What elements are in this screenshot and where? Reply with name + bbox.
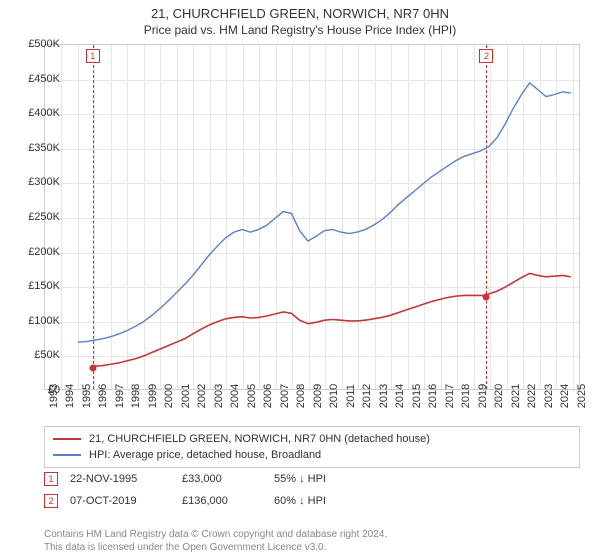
xtick-label: 2007 xyxy=(279,384,291,408)
event-date-2: 07-OCT-2019 xyxy=(70,495,170,507)
plot-area: 12 xyxy=(44,44,580,390)
xtick-label: 2025 xyxy=(576,384,588,408)
event-price-1: £33,000 xyxy=(182,473,262,485)
ytick-label: £300K xyxy=(10,176,60,188)
xtick-label: 2014 xyxy=(394,384,406,408)
ytick-label: £400K xyxy=(10,107,60,119)
event-diff-1: 55% ↓ HPI xyxy=(274,473,326,485)
xtick-label: 2021 xyxy=(510,384,522,408)
xtick-label: 2018 xyxy=(460,384,472,408)
xtick-label: 2004 xyxy=(229,384,241,408)
xtick-label: 1997 xyxy=(114,384,126,408)
xtick-label: 2010 xyxy=(328,384,340,408)
event-date-1: 22-NOV-1995 xyxy=(70,473,170,485)
xtick-label: 2015 xyxy=(411,384,423,408)
xtick-label: 2000 xyxy=(163,384,175,408)
legend-row-hpi: HPI: Average price, detached house, Broa… xyxy=(53,447,571,463)
xtick-label: 2022 xyxy=(526,384,538,408)
xtick-label: 2005 xyxy=(246,384,258,408)
legend-label-hpi: HPI: Average price, detached house, Broa… xyxy=(89,449,321,461)
chart-legend: 21, CHURCHFIELD GREEN, NORWICH, NR7 0HN … xyxy=(44,426,580,468)
xtick-label: 1994 xyxy=(64,384,76,408)
ytick-label: £350K xyxy=(10,142,60,154)
footer-line1: Contains HM Land Registry data © Crown c… xyxy=(44,528,580,541)
xtick-label: 2019 xyxy=(477,384,489,408)
series-property xyxy=(93,273,571,366)
xtick-label: 2003 xyxy=(213,384,225,408)
xtick-label: 1993 xyxy=(48,384,60,408)
title-subtitle: Price paid vs. HM Land Registry's House … xyxy=(0,23,600,37)
xtick-label: 2001 xyxy=(180,384,192,408)
event-price-2: £136,000 xyxy=(182,495,262,507)
xtick-label: 2024 xyxy=(559,384,571,408)
event-marker-1: 1 xyxy=(44,472,58,486)
legend-swatch-property xyxy=(53,438,81,440)
ytick-label: £450K xyxy=(10,73,60,85)
legend-swatch-hpi xyxy=(53,454,81,456)
footer-attribution: Contains HM Land Registry data © Crown c… xyxy=(44,528,580,554)
event-row-1: 1 22-NOV-1995 £33,000 55% ↓ HPI xyxy=(44,472,580,486)
xtick-label: 2002 xyxy=(196,384,208,408)
xtick-label: 2008 xyxy=(295,384,307,408)
footer-line2: This data is licensed under the Open Gov… xyxy=(44,541,580,554)
xtick-label: 1998 xyxy=(130,384,142,408)
xtick-label: 1995 xyxy=(81,384,93,408)
xtick-label: 2020 xyxy=(493,384,505,408)
chart-lines-svg xyxy=(45,45,579,389)
event-marker-2: 2 xyxy=(44,494,58,508)
ytick-label: £150K xyxy=(10,280,60,292)
legend-label-property: 21, CHURCHFIELD GREEN, NORWICH, NR7 0HN … xyxy=(89,433,430,445)
ytick-label: £50K xyxy=(10,349,60,361)
ytick-label: £200K xyxy=(10,246,60,258)
ytick-label: £250K xyxy=(10,211,60,223)
xtick-label: 1996 xyxy=(97,384,109,408)
ytick-label: £500K xyxy=(10,38,60,50)
chart-titles: 21, CHURCHFIELD GREEN, NORWICH, NR7 0HN … xyxy=(0,0,600,37)
series-hpi xyxy=(78,83,571,342)
legend-row-property: 21, CHURCHFIELD GREEN, NORWICH, NR7 0HN … xyxy=(53,431,571,447)
title-address: 21, CHURCHFIELD GREEN, NORWICH, NR7 0HN xyxy=(0,6,600,21)
ytick-label: £100K xyxy=(10,315,60,327)
chart-container: 21, CHURCHFIELD GREEN, NORWICH, NR7 0HN … xyxy=(0,0,600,560)
xtick-label: 2016 xyxy=(427,384,439,408)
xtick-label: 2023 xyxy=(543,384,555,408)
event-diff-2: 60% ↓ HPI xyxy=(274,495,326,507)
xtick-label: 2011 xyxy=(345,384,357,408)
xtick-label: 2017 xyxy=(444,384,456,408)
xtick-label: 2012 xyxy=(361,384,373,408)
xtick-label: 2006 xyxy=(262,384,274,408)
event-row-2: 2 07-OCT-2019 £136,000 60% ↓ HPI xyxy=(44,494,580,508)
xtick-label: 1999 xyxy=(147,384,159,408)
xtick-label: 2009 xyxy=(312,384,324,408)
xtick-label: 2013 xyxy=(378,384,390,408)
